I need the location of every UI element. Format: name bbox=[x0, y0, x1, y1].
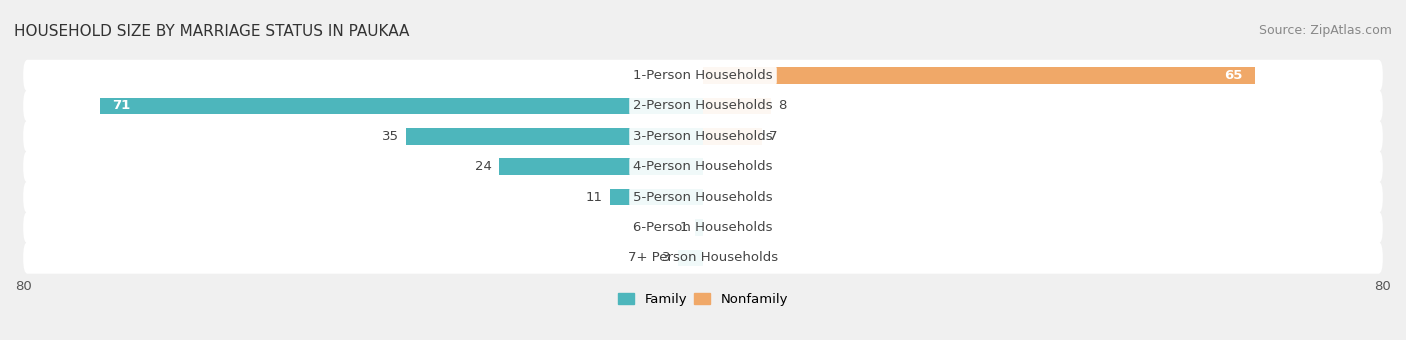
Bar bbox=[703, 128, 762, 145]
Text: 1: 1 bbox=[679, 221, 688, 234]
Text: 5-Person Households: 5-Person Households bbox=[633, 191, 773, 204]
Text: 3-Person Households: 3-Person Households bbox=[633, 130, 773, 143]
Text: 4-Person Households: 4-Person Households bbox=[633, 160, 773, 173]
Text: 35: 35 bbox=[382, 130, 399, 143]
Bar bbox=[695, 219, 703, 236]
Text: 6-Person Households: 6-Person Households bbox=[633, 221, 773, 234]
Text: 3: 3 bbox=[662, 251, 671, 265]
FancyBboxPatch shape bbox=[24, 151, 1382, 183]
Text: 2-Person Households: 2-Person Households bbox=[633, 99, 773, 113]
FancyBboxPatch shape bbox=[24, 212, 1382, 243]
Legend: Family, Nonfamily: Family, Nonfamily bbox=[613, 287, 793, 311]
FancyBboxPatch shape bbox=[24, 242, 1382, 274]
Bar bbox=[610, 189, 703, 205]
Bar bbox=[678, 250, 703, 266]
Text: 8: 8 bbox=[778, 99, 786, 113]
Text: 11: 11 bbox=[586, 191, 603, 204]
Text: HOUSEHOLD SIZE BY MARRIAGE STATUS IN PAUKAA: HOUSEHOLD SIZE BY MARRIAGE STATUS IN PAU… bbox=[14, 24, 409, 39]
Text: 65: 65 bbox=[1225, 69, 1243, 82]
FancyBboxPatch shape bbox=[24, 181, 1382, 213]
Text: 24: 24 bbox=[475, 160, 492, 173]
FancyBboxPatch shape bbox=[24, 121, 1382, 152]
Text: 7+ Person Households: 7+ Person Households bbox=[628, 251, 778, 265]
FancyBboxPatch shape bbox=[24, 60, 1382, 91]
Bar bbox=[100, 98, 703, 114]
Text: 71: 71 bbox=[112, 99, 131, 113]
Bar bbox=[703, 67, 1256, 84]
Bar bbox=[703, 98, 770, 114]
Text: 1-Person Households: 1-Person Households bbox=[633, 69, 773, 82]
FancyBboxPatch shape bbox=[24, 90, 1382, 122]
Text: 7: 7 bbox=[769, 130, 778, 143]
Bar bbox=[406, 128, 703, 145]
Text: Source: ZipAtlas.com: Source: ZipAtlas.com bbox=[1258, 24, 1392, 37]
Bar bbox=[499, 158, 703, 175]
